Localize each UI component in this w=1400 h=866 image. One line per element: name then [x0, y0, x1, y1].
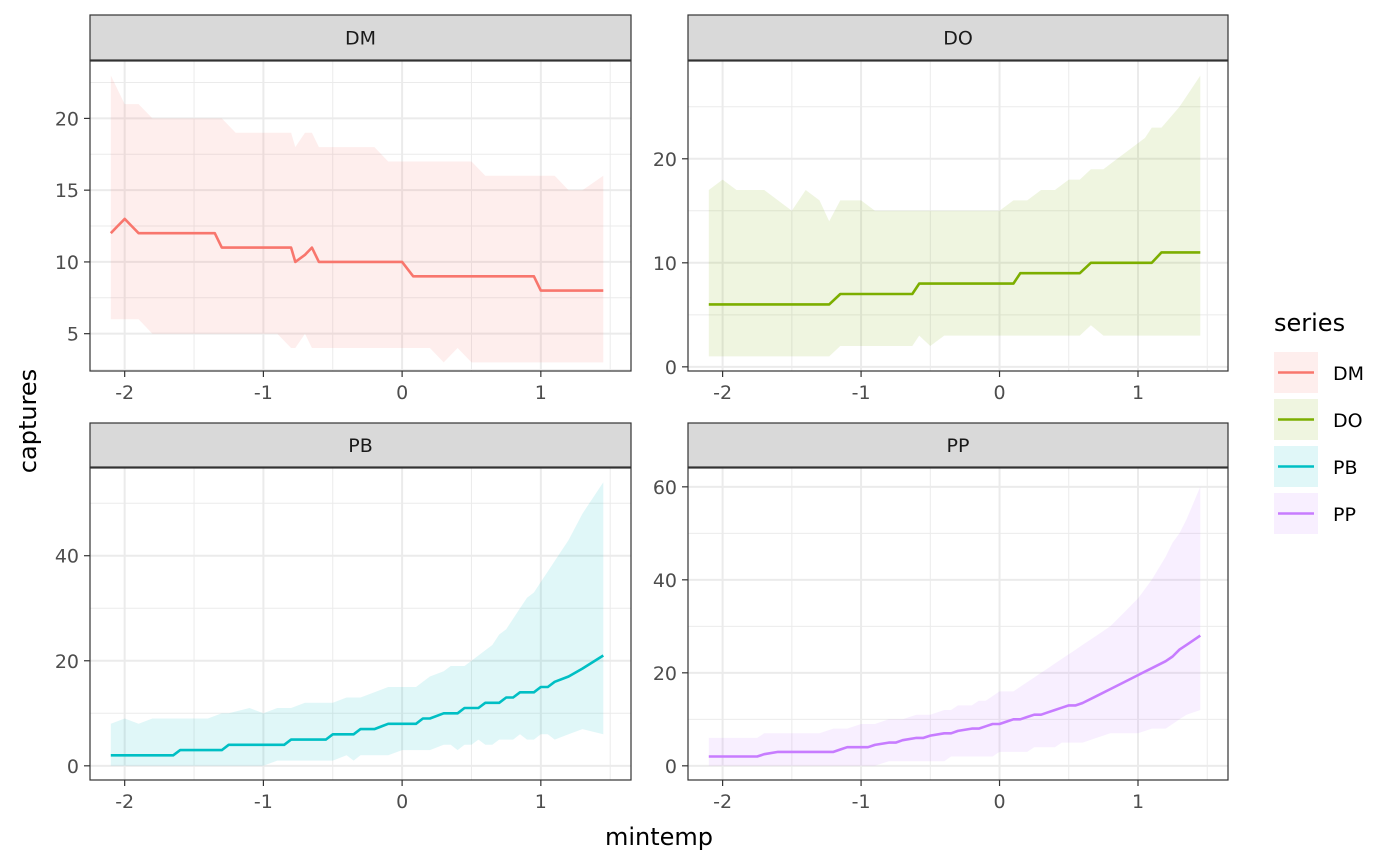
panel-do-border [687, 60, 1229, 372]
panel-pp-y-tick-label: 40 [653, 570, 677, 592]
panel-dm-x-tick-label: 0 [396, 382, 408, 404]
panel-pp-y-tick-label: 0 [665, 756, 677, 778]
panel-pp-border [687, 467, 1229, 781]
panel-do-x-tick-label: 1 [1132, 382, 1144, 404]
panel-dm-strip-label: DM [345, 28, 376, 50]
panel-dm-y-tick-label: 15 [55, 180, 79, 202]
panel-do-x-tick-label: -2 [713, 382, 732, 404]
panel-do-y-tick-label: 10 [653, 253, 677, 275]
panel-dm-border [89, 60, 632, 372]
panel-do-y-tick-label: 0 [665, 357, 677, 379]
panel-pp-x-tick-label: -1 [852, 791, 871, 813]
panel-pp-x-tick-label: 0 [993, 791, 1005, 813]
panel-do-ribbon [708, 75, 1201, 357]
panel-pb-x-tick-label: 1 [535, 791, 547, 813]
legend-label-pp: PP [1333, 504, 1356, 526]
panel-dm-x-tick-label: -1 [254, 382, 273, 404]
panel-do-x-tick-label: -1 [852, 382, 871, 404]
panel-dm-x-tick-label: 1 [535, 382, 547, 404]
panel-do-x-tick-label: 0 [993, 382, 1005, 404]
legend: series DM DO PB PP [1274, 309, 1364, 534]
panel-pp-x-tick-label: -2 [713, 791, 732, 813]
panel-pb-y-tick-label: 20 [55, 651, 79, 673]
panel-pb-x-tick-label: -2 [115, 791, 134, 813]
panel-pb-y-tick-label: 0 [67, 756, 79, 778]
panel-pb-x-tick-label: 0 [396, 791, 408, 813]
panel-pp-strip-label: PP [947, 435, 970, 457]
panel-dm-x-tick-label: -2 [115, 382, 134, 404]
panel-do-y-tick-label: 20 [653, 149, 677, 171]
panel-dm-strip [89, 14, 632, 61]
legend-title: series [1274, 309, 1345, 337]
panel-pp-ribbon [708, 486, 1201, 766]
panel-dm-series-line [109, 217, 604, 292]
panel-pb-strip-label: PB [348, 435, 373, 457]
panel-pb-series-line [110, 654, 604, 757]
legend-label-do: DO [1333, 410, 1363, 432]
panel-pb-border [89, 467, 632, 781]
x-axis-title: mintemp [605, 823, 713, 851]
panel-do-strip [687, 14, 1229, 61]
panel-pb-strip [89, 422, 632, 468]
legend-label-dm: DM [1333, 363, 1364, 385]
panel-pp-x-tick-label: 1 [1132, 791, 1144, 813]
panel-dm-y-tick-label: 20 [55, 108, 79, 130]
panel-do-strip-label: DO [943, 28, 973, 50]
legend-label-pb: PB [1333, 457, 1358, 479]
panel-dm-y-tick-label: 5 [67, 324, 79, 346]
panel-do-series-line [708, 251, 1201, 306]
panel-pp-series-line [708, 634, 1202, 758]
panel-pp-y-tick-label: 20 [653, 663, 677, 685]
panel-dm-ribbon [110, 75, 604, 363]
panel-pb-x-tick-label: -1 [254, 791, 273, 813]
panel-pp-y-tick-label: 60 [653, 477, 677, 499]
panel-dm-y-tick-label: 10 [55, 252, 79, 274]
panel-pb-y-tick-label: 40 [55, 546, 79, 568]
y-axis-title: captures [14, 369, 42, 473]
panel-pp-strip [687, 422, 1229, 468]
panel-pb-ribbon [110, 482, 604, 766]
